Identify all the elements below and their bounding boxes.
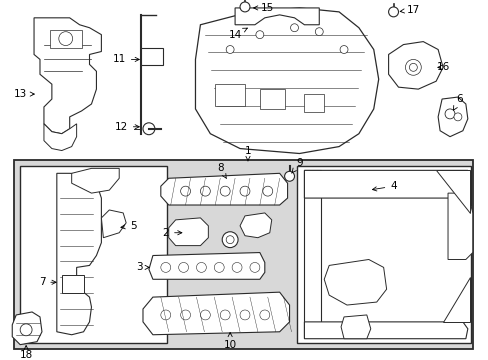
Circle shape <box>161 310 170 320</box>
Circle shape <box>200 186 210 196</box>
Polygon shape <box>442 277 469 322</box>
Bar <box>304 94 324 112</box>
Circle shape <box>453 113 461 121</box>
Circle shape <box>220 186 230 196</box>
Text: 12: 12 <box>114 122 139 132</box>
Text: 7: 7 <box>39 277 56 287</box>
Text: 2: 2 <box>162 228 182 238</box>
Bar <box>50 30 81 48</box>
Circle shape <box>444 109 454 119</box>
Circle shape <box>178 262 188 273</box>
Circle shape <box>226 236 234 244</box>
Polygon shape <box>388 42 442 89</box>
Text: 10: 10 <box>223 333 236 350</box>
Polygon shape <box>149 253 264 279</box>
Text: 11: 11 <box>112 54 139 64</box>
Circle shape <box>161 262 170 273</box>
Circle shape <box>214 262 224 273</box>
Circle shape <box>20 324 32 336</box>
Polygon shape <box>57 173 101 335</box>
Circle shape <box>259 310 269 320</box>
Bar <box>14 161 472 348</box>
Bar <box>141 48 163 66</box>
Circle shape <box>405 59 421 75</box>
Circle shape <box>220 310 230 320</box>
Circle shape <box>284 171 294 181</box>
Text: 13: 13 <box>14 89 34 99</box>
Polygon shape <box>12 312 42 345</box>
Circle shape <box>255 31 263 39</box>
Text: 8: 8 <box>217 163 226 179</box>
Circle shape <box>222 232 238 248</box>
Text: 16: 16 <box>436 62 449 72</box>
Circle shape <box>59 32 73 46</box>
Circle shape <box>290 24 298 32</box>
Circle shape <box>240 2 249 12</box>
Text: 6: 6 <box>452 94 462 110</box>
Polygon shape <box>195 8 378 153</box>
Circle shape <box>388 7 398 17</box>
Polygon shape <box>34 18 101 134</box>
Circle shape <box>226 46 234 54</box>
Polygon shape <box>168 218 208 246</box>
Circle shape <box>240 186 249 196</box>
Polygon shape <box>435 170 469 213</box>
Polygon shape <box>72 168 119 193</box>
Text: 17: 17 <box>399 5 419 15</box>
Polygon shape <box>142 292 289 335</box>
Circle shape <box>262 186 272 196</box>
Circle shape <box>142 123 155 135</box>
Bar <box>215 84 244 106</box>
Circle shape <box>180 186 190 196</box>
Circle shape <box>339 46 347 54</box>
Polygon shape <box>447 193 472 260</box>
Polygon shape <box>101 210 126 238</box>
Circle shape <box>315 28 323 36</box>
Polygon shape <box>304 322 467 339</box>
Polygon shape <box>235 8 319 25</box>
Polygon shape <box>304 170 469 198</box>
Polygon shape <box>324 260 386 305</box>
Polygon shape <box>304 170 321 337</box>
Circle shape <box>180 310 190 320</box>
Polygon shape <box>44 124 77 150</box>
Circle shape <box>240 310 249 320</box>
Bar <box>297 166 470 343</box>
Text: 9: 9 <box>291 158 302 173</box>
Circle shape <box>249 262 259 273</box>
Text: 5: 5 <box>121 221 136 231</box>
Polygon shape <box>161 173 287 205</box>
Text: 14: 14 <box>228 28 247 40</box>
Polygon shape <box>437 97 467 137</box>
Circle shape <box>196 262 206 273</box>
Text: 4: 4 <box>372 181 396 191</box>
Text: 3: 3 <box>136 262 149 273</box>
Polygon shape <box>340 315 370 339</box>
Polygon shape <box>240 213 271 238</box>
Text: 1: 1 <box>244 145 251 161</box>
Bar <box>259 89 284 109</box>
Circle shape <box>200 310 210 320</box>
Text: 18: 18 <box>20 346 33 360</box>
Circle shape <box>408 63 416 71</box>
Text: 15: 15 <box>253 3 274 13</box>
Bar <box>61 275 83 293</box>
Bar <box>20 166 166 343</box>
Circle shape <box>232 262 242 273</box>
